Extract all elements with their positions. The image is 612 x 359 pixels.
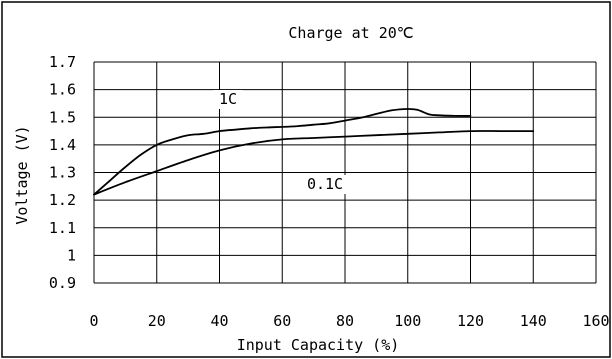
- x-axis-label: Input Capacity (%): [237, 336, 400, 354]
- x-tick-label-80: 80: [336, 312, 354, 330]
- series-line-1C: [93, 108, 472, 196]
- y-tick-label-0.9: 0.9: [49, 274, 76, 292]
- series-lines: [93, 108, 535, 196]
- tick-labels: 0 20 40 60 80 100 120 140 160 0.9 1 1.1 1.2 1.3 1.4 1.5…: [49, 53, 610, 330]
- series-label-mask-0.1C: [301, 175, 349, 194]
- gridlines: [93, 61, 597, 284]
- x-tick-label-60: 60: [273, 312, 291, 330]
- x-tick-label-40: 40: [210, 312, 228, 330]
- series-line-0.1C: [93, 130, 535, 196]
- series-label-0.1C: 0.1C: [307, 175, 343, 193]
- title-mask: [154, 20, 454, 46]
- x-tick-label-160: 160: [582, 312, 609, 330]
- y-tick-label-1.7: 1.7: [49, 53, 76, 71]
- x-tick-label-140: 140: [520, 312, 547, 330]
- series-label-mask-1C: [213, 90, 243, 109]
- x-tick-label-0: 0: [89, 312, 98, 330]
- series-labels: 1C 0.1C: [213, 90, 349, 194]
- y-tick-label-1.1: 1.1: [49, 219, 76, 237]
- y-axis-label: Voltage (V): [13, 125, 31, 224]
- x-tick-label-100: 100: [394, 312, 421, 330]
- x-tick-label-120: 120: [457, 312, 484, 330]
- chart-title: Charge at 20℃: [288, 24, 413, 42]
- y-tick-label-1.6: 1.6: [49, 81, 76, 99]
- y-tick-label-1.5: 1.5: [49, 108, 76, 126]
- series-label-1C: 1C: [219, 90, 237, 108]
- y-tick-label-1.2: 1.2: [49, 191, 76, 209]
- y-tick-label-1: 1: [67, 246, 76, 264]
- y-tick-label-1.4: 1.4: [49, 136, 76, 154]
- y-tick-label-1.3: 1.3: [49, 164, 76, 182]
- x-tick-label-20: 20: [148, 312, 166, 330]
